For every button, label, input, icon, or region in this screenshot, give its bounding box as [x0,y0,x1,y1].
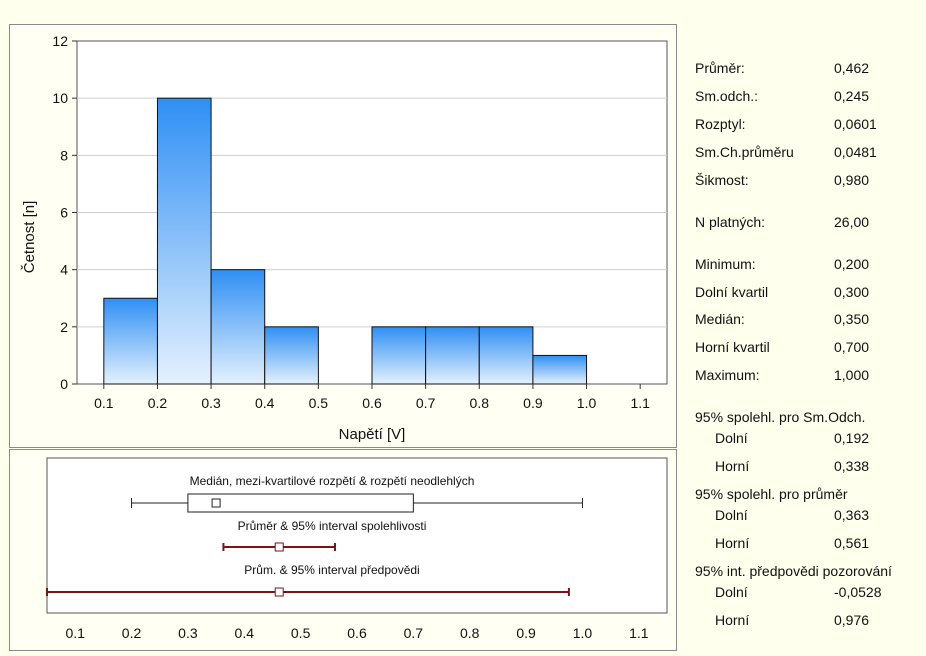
histogram-panel: 0 2 4 6 8 10 12 0.1 0.2 0.3 0.4 0.5 0.6 0.7 0.8 0.9 1.0… [9,24,677,448]
stat-label: Dolní [715,584,748,600]
stat-value: 0,300 [834,284,870,300]
stat-value: 1,000 [834,367,870,383]
statistics-panel: Průměr: 0,462 Sm.odch.: 0,245 Rozptyl: 0,0601… [695,0,926,656]
x-tick-label: 0.6 [362,395,382,411]
box-plot-area [46,457,668,614]
box-x-tick-label: 0.8 [460,625,480,641]
stat-value: 0,350 [834,311,870,327]
stat-label: Horní [715,535,750,551]
mean-marker [274,542,284,552]
stat-value: 26,00 [834,214,870,230]
stat-label: Dolní [715,507,748,523]
stat-label: Horní [715,612,750,628]
mean-marker [274,587,284,597]
stat-value: 0,561 [834,535,870,551]
box-row-label: Medián, mezi-kvartilové rozpětí & rozpět… [190,474,475,488]
x-tick-label: 0.9 [523,395,543,411]
stat-label: Sm.Ch.průměru [695,144,794,160]
stat-label: 95% int. předpovědi pozorování [695,563,892,579]
stat-label: 95% spolehl. pro průměr [695,486,848,502]
box-x-tick-label: 0.5 [291,625,311,641]
boxplot-panel: Medián, mezi-kvartilové rozpětí & rozpět… [9,449,677,651]
stat-value: 0,245 [834,88,870,104]
box-x-tick-label: 0.6 [347,625,367,641]
stat-value: 0,192 [834,430,870,446]
stat-value: 0,363 [834,507,870,523]
histogram-bar [103,297,158,385]
stat-label: Horní kvartil [695,339,770,355]
histogram-bar [156,97,212,385]
stat-label: Dolní [715,430,748,446]
x-tick-label: 0.1 [94,395,114,411]
histogram-chart: 0 2 4 6 8 10 12 0.1 0.2 0.3 0.4 0.5 0.6 0.7 0.8 0.9 1.0… [21,33,668,443]
stat-label: Rozptyl: [695,116,746,132]
box-x-tick-label: 0.2 [122,625,142,641]
y-tick-label: 4 [60,262,68,278]
x-axis-label: Napětí [V] [339,426,406,443]
box-x-tick-label: 0.9 [516,625,536,641]
stat-label: Maximum: [695,367,760,383]
x-tick-label: 0.7 [416,395,436,411]
x-tick-label: 1.1 [630,395,650,411]
y-tick-label: 0 [60,376,68,392]
stat-value: 0,0601 [834,116,877,132]
y-tick-label: 2 [60,319,68,335]
stat-value: 0,338 [834,458,870,474]
box-row-label: Průměr & 95% interval spolehlivosti [238,519,427,533]
x-tick-label: 0.3 [201,395,221,411]
x-tick-label: 0.5 [309,395,329,411]
x-tick-label: 0.4 [255,395,275,411]
x-tick-label: 0.8 [470,395,490,411]
stat-label: Dolní kvartil [695,284,769,300]
stat-label: Horní [715,458,750,474]
box-x-tick-label: 1.0 [573,625,593,641]
stat-value: 0,700 [834,339,870,355]
stat-label: Šikmost: [695,172,749,188]
stat-value: 0,462 [834,60,870,76]
histogram-bar [425,326,480,385]
y-tick-label: 8 [60,147,68,163]
box-x-tick-label: 1.1 [629,625,649,641]
stat-label: Průměr: [695,60,745,76]
stat-label: Medián: [695,311,745,327]
box-x-tick-label: 0.3 [178,625,198,641]
box-x-tick-label: 0.7 [404,625,424,641]
stat-label: 95% spolehl. pro Sm.Odch. [695,409,866,425]
histogram-bar [478,326,534,385]
stat-value: 0,0481 [834,144,877,160]
y-tick-label: 6 [60,205,68,221]
histogram-bar [532,354,588,385]
stat-value: 0,976 [834,612,870,628]
y-axis-label: Četnost [n] [21,201,38,274]
median-marker [211,498,221,508]
stat-value: 0,200 [834,256,870,272]
iqr-box [187,493,414,513]
histogram-bar [371,326,427,385]
boxplot-chart: Medián, mezi-kvartilové rozpětí & rozpět… [46,457,668,641]
stat-label: Minimum: [695,256,756,272]
stat-value: 0,980 [834,172,870,188]
stat-label: N platných: [695,214,766,230]
box-x-tick-label: 0.4 [235,625,255,641]
x-tick-label: 1.0 [577,395,597,411]
y-tick-label: 10 [52,90,68,106]
y-tick-label: 12 [52,33,68,49]
box-x-tick-label: 0.1 [65,625,85,641]
histogram-bar [210,269,266,385]
x-tick-label: 0.2 [148,395,168,411]
stat-label: Sm.odch.: [695,88,759,104]
box-row-label: Prům. & 95% interval předpovědi [244,563,419,577]
stat-value: -0,0528 [834,584,882,600]
histogram-bar [264,326,319,385]
